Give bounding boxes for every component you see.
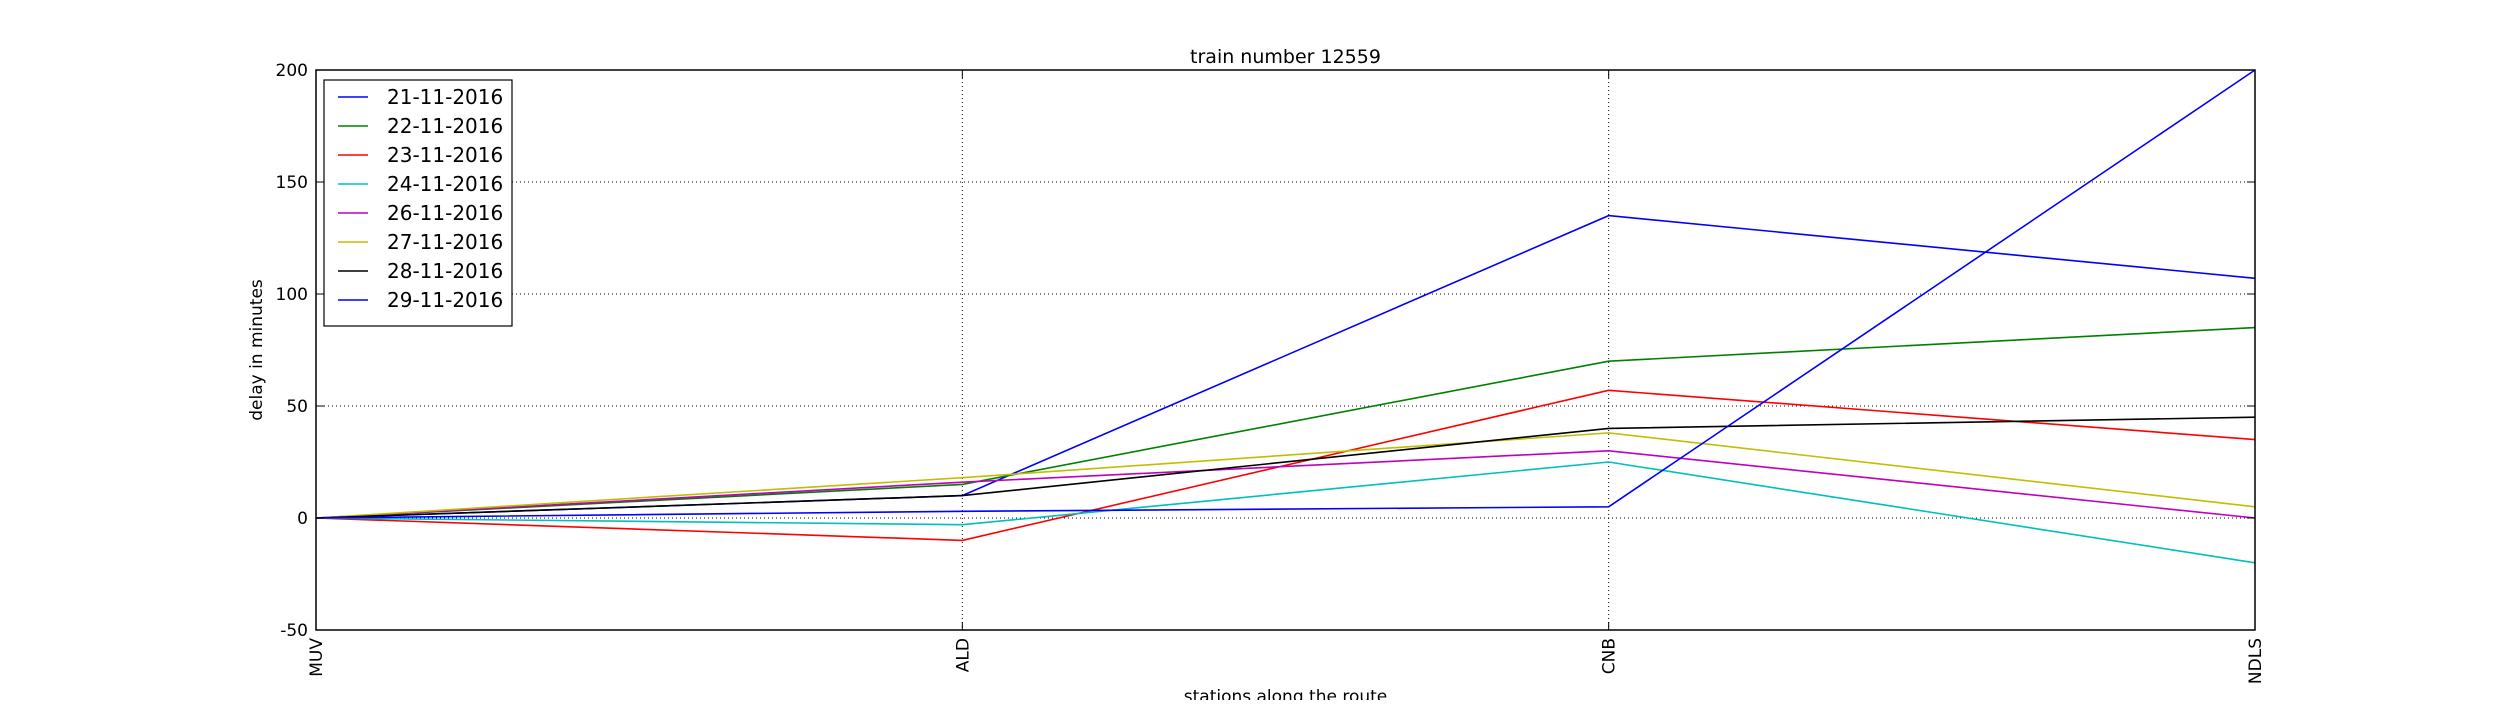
- y-tick-label: 200: [276, 61, 308, 81]
- legend-label: 24-11-2016: [387, 172, 503, 196]
- x-axis-label: stations along the route: [1184, 687, 1388, 700]
- legend-label: 28-11-2016: [387, 259, 503, 283]
- legend-box: [323, 79, 513, 327]
- x-tick-label: CNB: [1600, 638, 1620, 674]
- y-axis-label: delay in minutes: [247, 279, 267, 421]
- x-ticks: MUV ALD CNB NDLS: [307, 70, 2266, 684]
- plot-frame: [315, 69, 2256, 631]
- legend-label: 22-11-2016: [387, 114, 503, 138]
- series-line-4: [315, 461, 2256, 564]
- y-tick-label: 150: [276, 173, 308, 193]
- x-tick-label: NDLS: [2246, 638, 2266, 684]
- legend: 21-11-2016 22-11-2016 23-11-2016 24-11-2016…: [323, 79, 513, 327]
- y-ticks: -50 0 50 100 150 200: [276, 61, 2255, 641]
- legend-label: 29-11-2016: [387, 288, 503, 312]
- x-tick-label: ALD: [953, 638, 973, 672]
- legend-label: 27-11-2016: [387, 230, 503, 254]
- series-line-2: [315, 326, 2256, 519]
- x-tick-label: MUV: [307, 638, 327, 677]
- y-tick-label: 100: [276, 285, 308, 305]
- y-tick-label: -50: [280, 621, 308, 641]
- series-line-1: [315, 214, 2256, 519]
- series-line-3: [315, 389, 2256, 542]
- series-line-5: [315, 449, 2256, 519]
- y-tick-label: 50: [286, 397, 308, 417]
- legend-label: 26-11-2016: [387, 201, 503, 225]
- series-lines: [315, 69, 2256, 564]
- series-line-7: [315, 416, 2256, 519]
- legend-label: 23-11-2016: [387, 143, 503, 167]
- grid: [316, 70, 2255, 630]
- y-tick-label: 0: [297, 509, 308, 529]
- chart-title: train number 12559: [1190, 46, 1381, 68]
- legend-label: 21-11-2016: [387, 85, 503, 109]
- series-line-6: [315, 432, 2256, 519]
- series-line-8: [315, 69, 2256, 519]
